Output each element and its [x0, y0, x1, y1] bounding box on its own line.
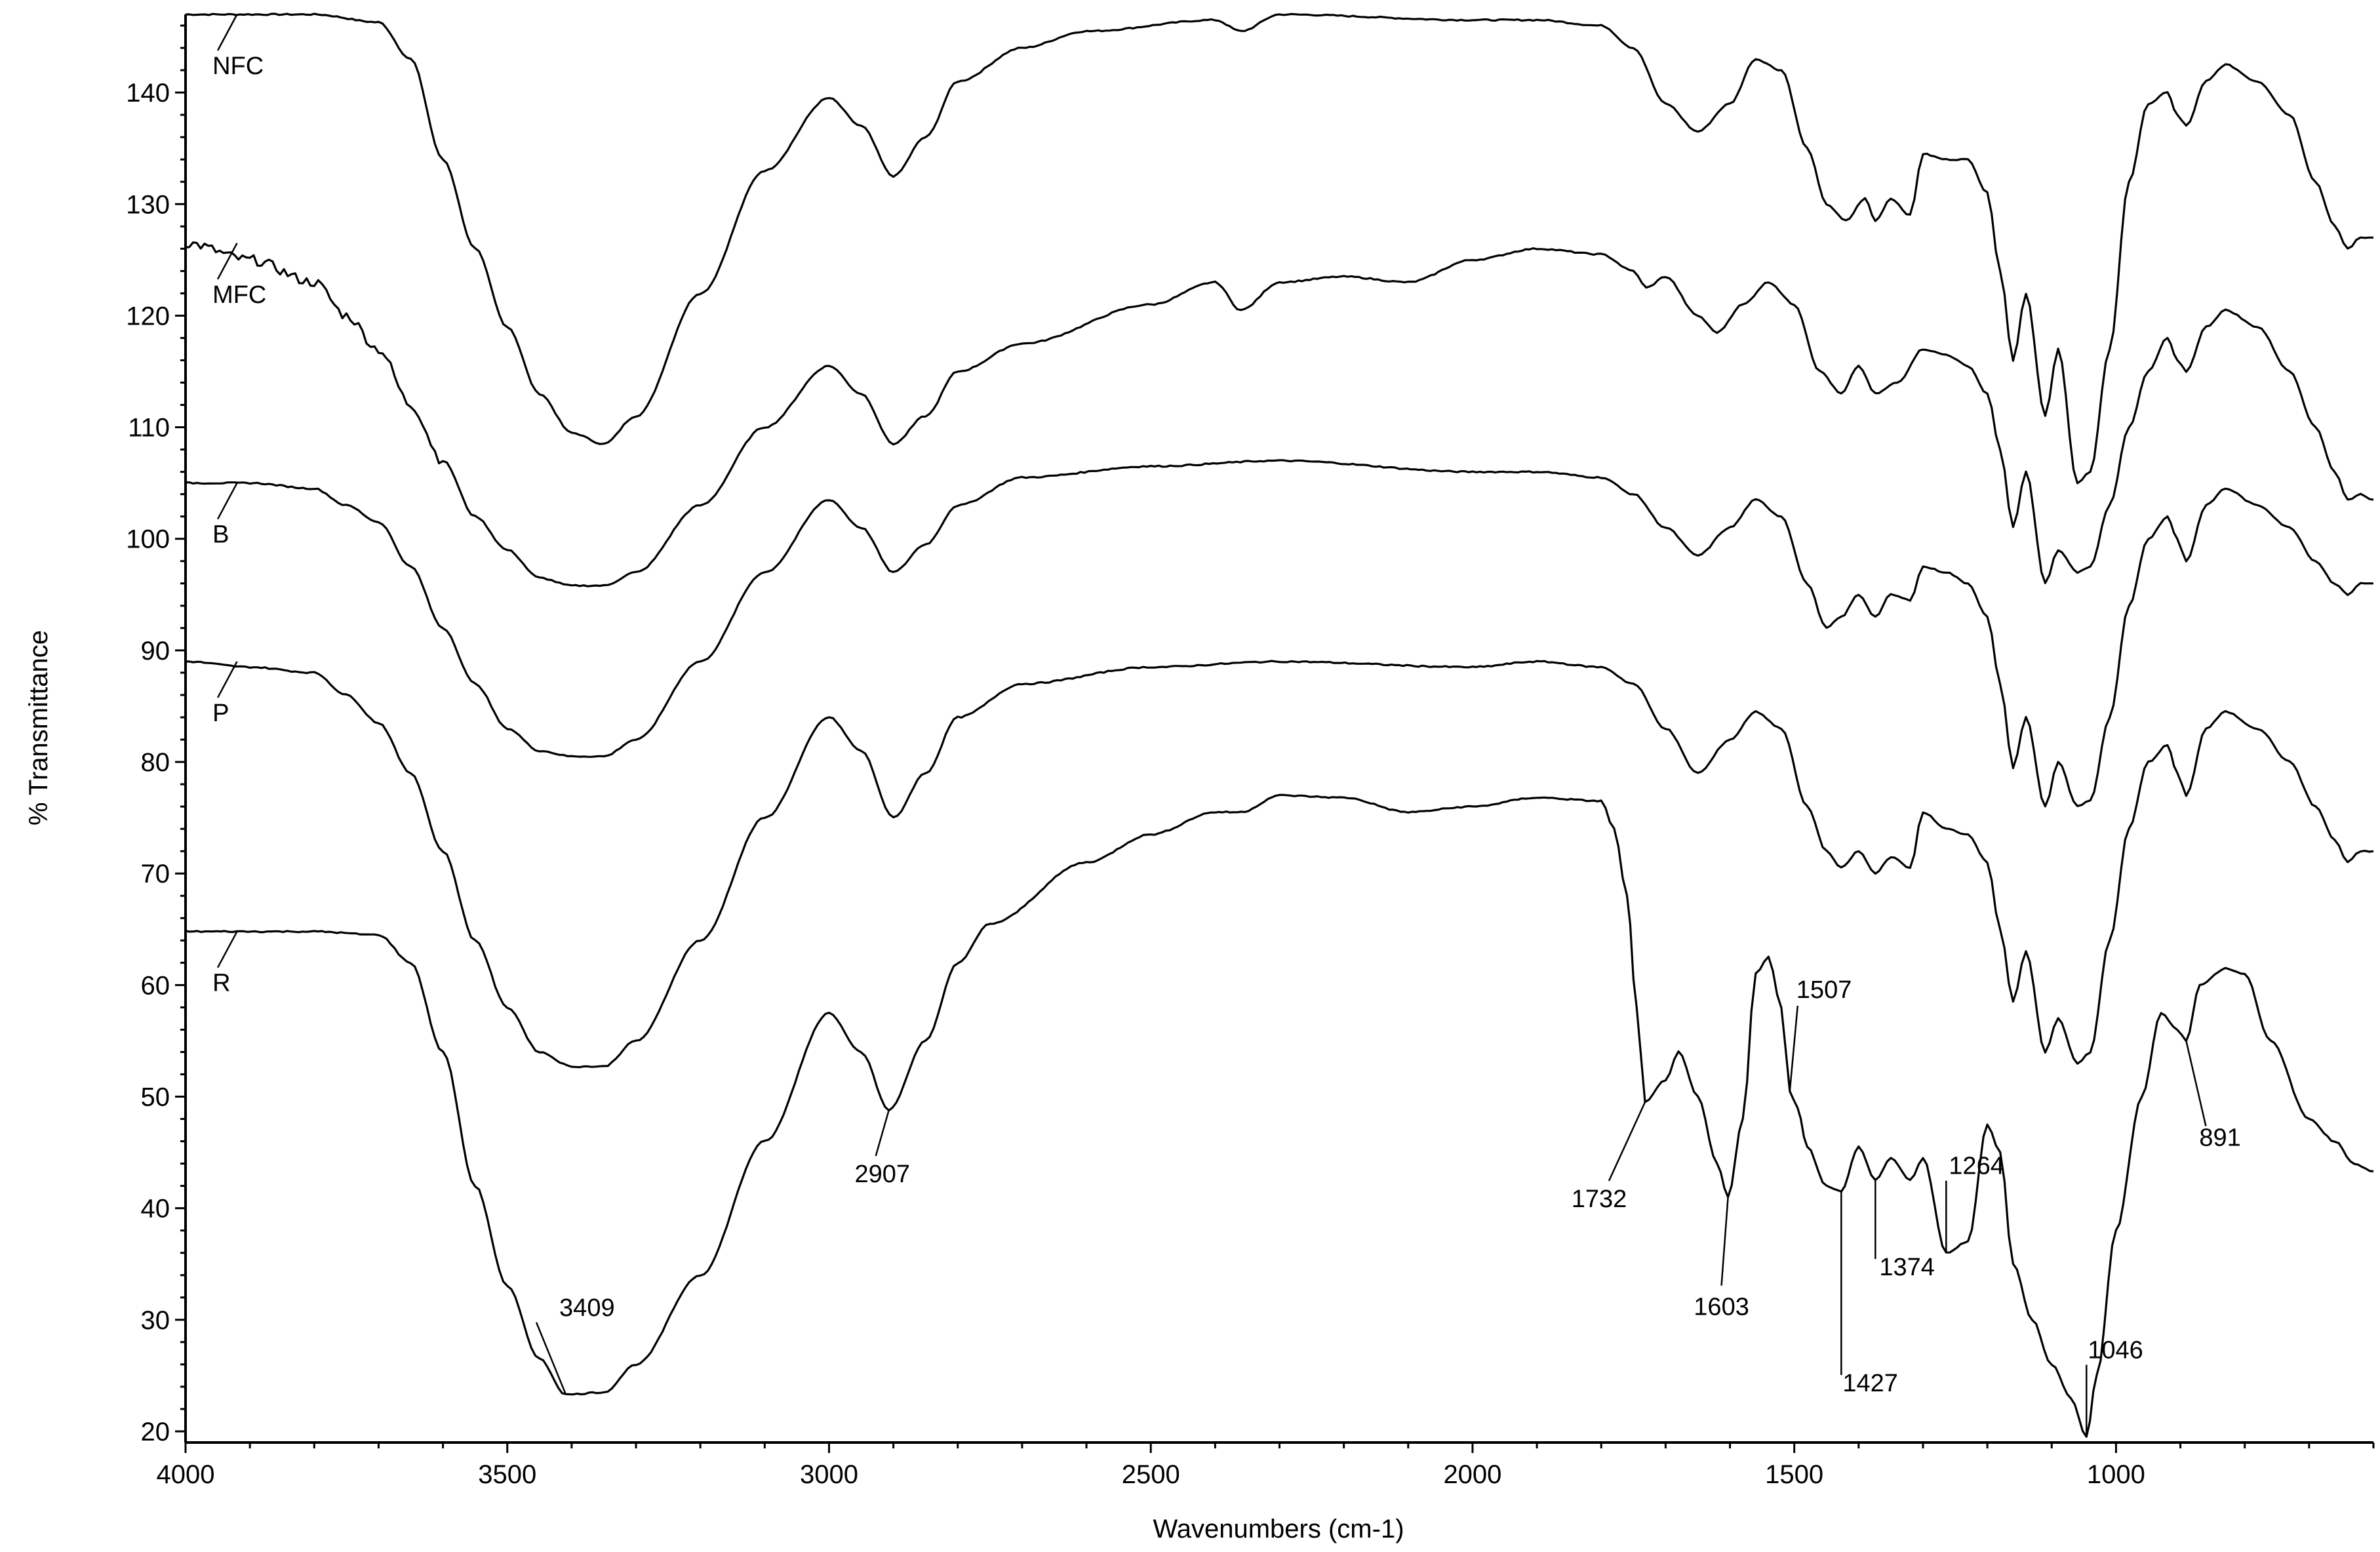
- tick-group: 4000 3500 3000 2500 2000 1500 1000 20 30 40 50 60 70…: [126, 24, 2375, 1489]
- y-tick-label: 60: [141, 971, 170, 1000]
- y-tick-label: 90: [141, 637, 170, 666]
- x-tick-label: 2000: [1443, 1460, 1501, 1489]
- x-tick-label: 1000: [2087, 1460, 2145, 1489]
- y-tick-label: 100: [126, 525, 170, 554]
- series-label-mfc: MFC: [212, 281, 266, 309]
- peak-label: 1046: [2088, 1336, 2143, 1364]
- x-tick-label: 4000: [157, 1460, 215, 1489]
- series-label-leader: [216, 661, 238, 698]
- peak-label: 891: [2199, 1124, 2240, 1151]
- peak-label: 1603: [1694, 1294, 1749, 1321]
- peak-leader: [535, 1322, 567, 1395]
- peak-label: 1374: [1879, 1254, 1935, 1281]
- y-tick-label: 110: [128, 414, 170, 443]
- peak-leader: [1789, 1005, 1799, 1092]
- peak-leader: [2185, 1041, 2207, 1126]
- peak-label: 1264: [1949, 1153, 2004, 1180]
- series-label-leader: [216, 14, 238, 51]
- series-label-group: NFC MFC B P R: [212, 14, 266, 997]
- y-tick-label: 20: [141, 1418, 170, 1446]
- peak-label: 1507: [1796, 976, 1852, 1004]
- y-tick-label: 80: [141, 748, 170, 777]
- spectra-group: [185, 12, 2374, 1438]
- y-tick-label: 70: [141, 860, 170, 888]
- series-label-nfc: NFC: [212, 52, 264, 80]
- peak-annotation-group: 3409 2907 1732 1603 1507 1427 1374 1264 1046 891: [535, 976, 2241, 1437]
- peak-leader: [875, 1109, 890, 1157]
- x-axis-title: Wavenumbers (cm-1): [1153, 1515, 1404, 1543]
- x-tick-label: 2500: [1122, 1460, 1180, 1489]
- peak-label: 3409: [559, 1294, 615, 1322]
- y-tick-label: 30: [141, 1306, 170, 1335]
- series-label-leader: [216, 243, 238, 280]
- spectrum-b: [185, 459, 2374, 808]
- y-tick-label: 50: [141, 1083, 170, 1112]
- x-tick-label: 3500: [478, 1460, 536, 1489]
- y-tick-label: 140: [126, 79, 170, 108]
- peak-label: 1732: [1572, 1185, 1627, 1213]
- peak-leader: [1720, 1197, 1729, 1286]
- spectrum-mfc: [185, 241, 2374, 587]
- peak-label: 1427: [1842, 1370, 1898, 1397]
- x-tick-label: 1500: [1765, 1460, 1823, 1489]
- axes: [184, 14, 2373, 1444]
- peak-label: 2907: [854, 1161, 910, 1188]
- y-tick-label: 120: [126, 302, 170, 330]
- series-label-leader: [216, 483, 238, 520]
- x-tick-label: 3000: [800, 1460, 858, 1489]
- y-tick-label: 130: [126, 190, 170, 219]
- y-tick-label: 40: [141, 1195, 170, 1224]
- series-label-b: B: [212, 521, 229, 549]
- spectrum-r: [185, 793, 2374, 1438]
- spectrum-nfc: [185, 12, 2373, 485]
- series-label-p: P: [212, 700, 229, 727]
- series-label-r: R: [212, 970, 230, 997]
- peak-leader: [1608, 1102, 1646, 1182]
- spectrum-p: [186, 660, 2374, 1069]
- series-label-leader: [216, 931, 238, 968]
- y-axis-title: % Transmittance: [24, 630, 53, 826]
